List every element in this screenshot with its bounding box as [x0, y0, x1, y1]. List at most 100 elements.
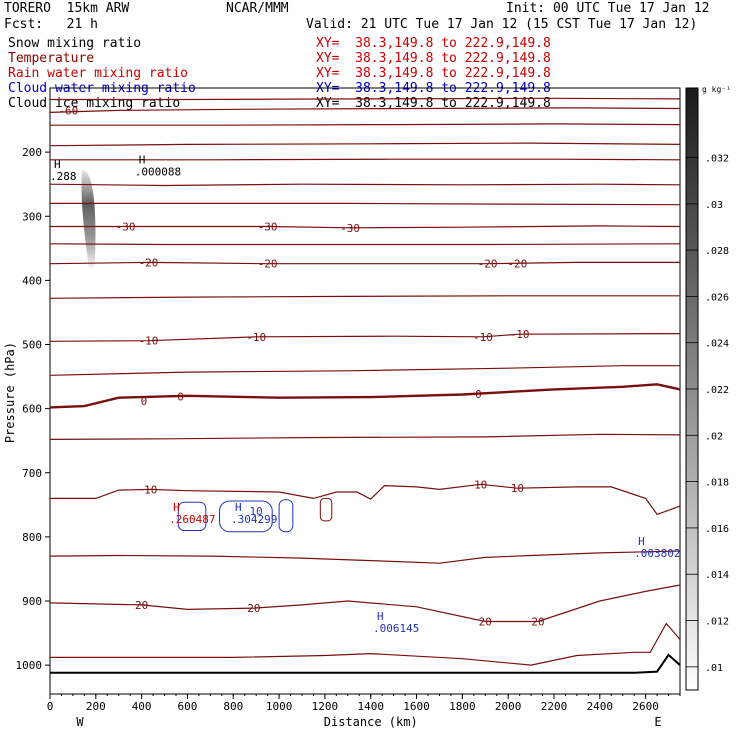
maximum-marker: H [54, 158, 61, 171]
maximum-marker: H [139, 153, 146, 166]
isotherm-minus-5 [49, 365, 680, 376]
temperature-label: -20 [507, 258, 527, 271]
isotherm-minus-35 [50, 202, 681, 206]
temperature-label: -30 [258, 221, 278, 234]
y-tick-label: 800 [22, 531, 42, 544]
x-tick-label: 1200 [312, 700, 339, 713]
forecast-hour: Fcst: 21 h [4, 17, 98, 32]
x-tick-label: 400 [132, 700, 152, 713]
colorbar-tick-label: .032 [705, 153, 729, 164]
isotherm-20 [49, 584, 681, 623]
maximum-marker: H [235, 501, 242, 514]
terrain-surface [50, 653, 681, 674]
x-axis-title: Distance (km) [324, 715, 418, 729]
cloud-water-contour-center [219, 500, 273, 533]
field-snow-xy: XY= 38.3,149.8 to 222.9,149.8 [316, 36, 551, 51]
x-tick-label: 200 [86, 700, 106, 713]
temperature-label: 20 [531, 616, 544, 629]
field-rain-xy: XY= 38.3,149.8 to 222.9,149.8 [316, 66, 551, 81]
field-cloud-ice-xy: XY= 38.3,149.8 to 222.9,149.8 [316, 96, 551, 111]
temperature-label: -10 [246, 331, 266, 344]
maximum-marker: H [377, 610, 384, 623]
isotherm-25 [50, 622, 681, 666]
rain-contour-cell [319, 497, 333, 522]
maximum-value: .000088 [135, 165, 181, 178]
temperature-label: -20 [478, 258, 498, 271]
field-snow-name: Snow mixing ratio [8, 36, 142, 51]
isotherm-minus-45 [50, 158, 681, 161]
colorbar-tick-label: .018 [705, 478, 729, 489]
colorbar-tick-label: .014 [705, 570, 729, 581]
y-tick-label: 500 [22, 339, 42, 352]
x-axis-west-label: W [76, 715, 84, 729]
isotherm-10 [50, 483, 681, 516]
temperature-label: -20 [258, 258, 278, 271]
x-tick-label: 1000 [266, 700, 293, 713]
x-tick-label: 2600 [632, 700, 659, 713]
colorbar-tick-label: .016 [705, 524, 729, 535]
colorbar-tick-label: .024 [705, 339, 729, 350]
init-time: Init: 00 UTC Tue 17 Jan 12 [506, 1, 710, 16]
colorbar-tick-label: .03 [705, 200, 723, 211]
field-temperature-xy: XY= 38.3,149.8 to 222.9,149.8 [316, 51, 551, 66]
x-tick-label: 1600 [403, 700, 430, 713]
model-title: TORERO 15km ARW [4, 1, 130, 16]
isotherm-15 [49, 550, 681, 564]
maximum-marker: H [638, 535, 645, 548]
isotherm-minus-30 [50, 225, 681, 229]
colorbar-tick-label: .028 [705, 246, 729, 257]
maximum-value: .304299 [231, 513, 277, 526]
x-tick-label: 2400 [587, 700, 614, 713]
isotherm-minus-10 [49, 333, 681, 342]
cloud-water-label: 10 [250, 505, 263, 518]
colorbar-tick-label: .012 [705, 617, 729, 628]
field-temperature-name: Temperature [8, 51, 95, 66]
temperature-label: -60 [58, 104, 78, 117]
temperature-label: 10 [511, 482, 524, 495]
x-axis-east-label: E [654, 715, 661, 729]
y-tick-label: 900 [22, 595, 42, 608]
isotherm-minus-60 [49, 107, 681, 113]
temperature-label: 10 [474, 478, 487, 491]
y-axis-title: Pressure (hPa) [3, 342, 17, 443]
x-tick-label: 600 [178, 700, 198, 713]
snow-mixing-ratio-shading [81, 170, 96, 268]
y-tick-label: 400 [22, 274, 42, 287]
colorbar-tick-label: .01 [705, 663, 723, 674]
isotherm-minus-40 [49, 183, 681, 187]
isotherm-minus-20 [49, 261, 680, 265]
temperature-label: -10 [473, 331, 493, 344]
valid-time: Valid: 21 UTC Tue 17 Jan 12 (15 CST Tue … [306, 17, 698, 32]
temperature-label: -10 [510, 328, 530, 341]
maximum-marker: H [173, 501, 180, 514]
isotherm-minus-65 [50, 97, 681, 101]
y-tick-label: 700 [22, 467, 42, 480]
maximum-value: .003802 [634, 547, 680, 560]
maximum-value: .006145 [373, 622, 419, 635]
temperature-label: 0 [177, 390, 184, 403]
isotherm-minus-55 [50, 123, 681, 126]
temperature-label: 20 [135, 599, 148, 612]
y-tick-label: 1000 [16, 659, 43, 672]
colorbar-units: g kg⁻¹ [702, 85, 731, 94]
field-rain-name: Rain water mixing ratio [8, 66, 189, 81]
x-tick-label: 1400 [357, 700, 384, 713]
y-tick-label: 200 [22, 146, 42, 159]
temperature-label: 10 [144, 483, 157, 496]
plot-frame [49, 87, 681, 695]
x-tick-label: 2000 [495, 700, 522, 713]
isotherm-minus-50 [49, 142, 681, 147]
colorbar-tick-label: .026 [705, 292, 729, 303]
x-tick-label: 800 [223, 700, 243, 713]
temperature-label: -10 [139, 335, 159, 348]
temperature-label: -30 [116, 221, 136, 234]
temperature-label: 20 [247, 602, 260, 615]
temperature-label: 0 [475, 388, 482, 401]
y-tick-label: 600 [22, 403, 42, 416]
maximum-value: .260487 [169, 513, 215, 526]
temperature-label: -20 [139, 256, 159, 269]
cloud-water-contour-west [177, 501, 207, 531]
center-title: NCAR/MMM [226, 1, 289, 16]
